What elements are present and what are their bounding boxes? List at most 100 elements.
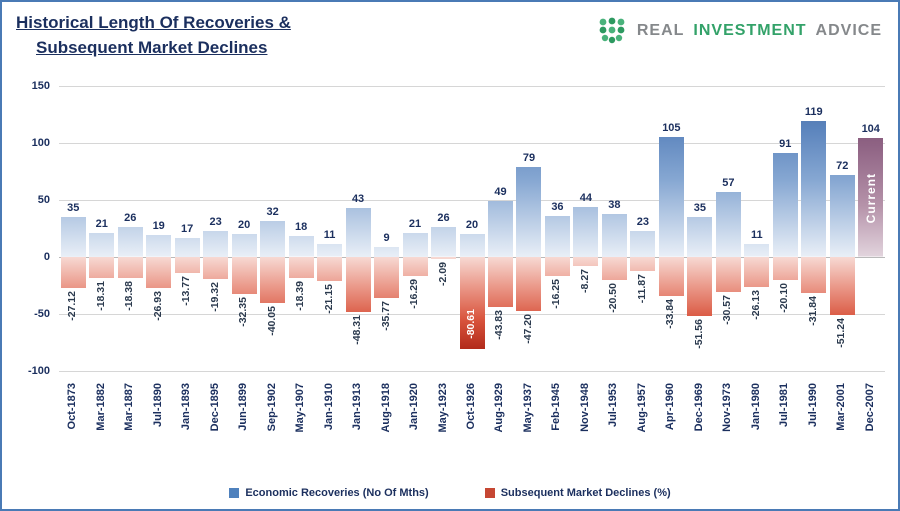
- bar-recovery: [117, 227, 143, 257]
- x-axis-label: Dec-1969: [692, 383, 705, 432]
- gridline: [59, 200, 885, 201]
- x-axis-label: Aug-1918: [379, 383, 392, 433]
- value-label-decline: -51.56: [692, 318, 705, 349]
- gridline: [59, 143, 885, 144]
- value-label-decline: -19.32: [208, 282, 221, 312]
- bar-decline: [402, 257, 428, 276]
- x-axis-label: Mar-1887: [123, 383, 136, 431]
- y-tick-label: -50: [34, 308, 50, 320]
- x-axis-label: Feb-1945: [550, 383, 563, 431]
- x-axis-label: Aug-1929: [493, 383, 506, 433]
- bar-recovery: [174, 237, 200, 257]
- value-label-recovery: 26: [437, 212, 450, 225]
- value-label-decline: -47.20: [521, 313, 534, 344]
- value-label-recovery: 9: [383, 231, 390, 244]
- bar-decline: [459, 257, 485, 349]
- value-label-decline: -33.84: [664, 298, 677, 329]
- value-label-recovery: 21: [408, 218, 422, 231]
- legend-item-recoveries: Economic Recoveries (No Of Mths): [229, 487, 429, 499]
- value-label-recovery: 35: [693, 202, 706, 215]
- value-label-decline: -30.57: [721, 294, 734, 325]
- value-label-recovery: 44: [579, 191, 593, 204]
- value-label-recovery: 11: [750, 229, 763, 242]
- value-label-decline: -48.31: [351, 315, 364, 345]
- bar-decline: [829, 257, 855, 316]
- value-label-recovery: 72: [836, 159, 849, 172]
- bar-decline: [260, 257, 286, 303]
- value-label-decline: -11.87: [635, 273, 648, 303]
- value-label-recovery: 11: [323, 229, 336, 242]
- value-label-recovery: 57: [722, 177, 735, 190]
- x-axis-label: Oct-1873: [66, 383, 79, 430]
- chart-title: Historical Length Of Recoveries & Subseq…: [16, 10, 291, 60]
- value-label-recovery: 104: [861, 123, 880, 136]
- x-axis-label: Jul-1953: [607, 383, 620, 428]
- bar-recovery: [573, 206, 599, 257]
- logo-word-investment: INVESTMENT: [693, 22, 807, 39]
- value-label-decline: -80.61: [465, 308, 477, 339]
- bar-recovery: [317, 244, 343, 257]
- value-label-recovery: 32: [266, 205, 279, 218]
- bar-recovery: [345, 207, 371, 257]
- value-label-decline: -18.31: [94, 280, 107, 311]
- logo-word-advice: ADVICE: [815, 22, 882, 39]
- value-label-decline: -8.27: [578, 269, 591, 294]
- bar-recovery: [801, 121, 827, 257]
- x-axis-label: Jan-1980: [749, 383, 762, 431]
- x-axis-label: Mar-2001: [835, 383, 848, 431]
- value-label-recovery: 26: [124, 212, 137, 225]
- x-axis-label: Nov-1948: [578, 383, 591, 432]
- x-axis-label: May-1907: [294, 383, 307, 433]
- value-label-recovery: 20: [465, 219, 479, 232]
- x-axis-label: Dec-2007: [863, 383, 876, 432]
- value-label-recovery: 79: [522, 151, 536, 164]
- value-label-recovery: 105: [662, 122, 681, 135]
- x-axis-label: Apr-1960: [664, 383, 677, 431]
- value-label-recovery: 21: [95, 218, 108, 231]
- bar-recovery: [260, 220, 286, 257]
- bar-recovery: [487, 201, 513, 257]
- gridline: [59, 86, 885, 87]
- x-axis-label: Jul-1990: [806, 383, 819, 428]
- x-axis-label: Mar-1882: [94, 383, 107, 431]
- bar-decline: [60, 257, 86, 288]
- value-label-recovery: 91: [779, 138, 792, 151]
- bar-recovery: [658, 137, 684, 257]
- bar-recovery: [203, 230, 229, 257]
- bar-recovery: [601, 213, 627, 257]
- x-axis-label: Jul-1981: [778, 383, 791, 428]
- bar-decline: [715, 257, 741, 292]
- value-label-decline: -16.25: [550, 278, 563, 309]
- value-label-decline: -31.84: [806, 296, 819, 327]
- y-tick-label: 50: [37, 194, 50, 206]
- y-tick-label: -100: [27, 365, 50, 377]
- chart-title-line2: Subsequent Market Declines: [36, 38, 268, 57]
- bar-recovery: [431, 227, 457, 257]
- value-label-decline: -27.12: [66, 290, 79, 321]
- x-axis-label: Nov-1973: [721, 383, 734, 432]
- x-axis-label: May-1937: [521, 383, 534, 433]
- bar-decline: [117, 257, 143, 278]
- value-label-recovery: 38: [608, 198, 621, 211]
- bar-recovery: [516, 166, 542, 257]
- value-label-decline: -13.77: [180, 275, 193, 306]
- y-tick-label: 0: [43, 251, 50, 263]
- bar-decline: [630, 257, 656, 271]
- value-label-decline: -20.10: [778, 282, 791, 313]
- gridline: [59, 371, 885, 372]
- bar-current: Current: [858, 138, 884, 257]
- x-axis-label: Sep-1902: [265, 383, 278, 432]
- value-label-decline: -20.50: [607, 283, 620, 314]
- bar-recovery: [687, 217, 713, 257]
- legend-label-declines: Subsequent Market Declines (%): [500, 487, 671, 499]
- value-label-recovery: 23: [209, 215, 222, 228]
- y-axis: 150 100 50 0 -50 -100: [2, 80, 52, 377]
- bar-decline: [174, 257, 200, 273]
- bar-recovery: [146, 235, 172, 257]
- bar-decline: [374, 257, 400, 298]
- bar-decline: [487, 257, 513, 307]
- value-label-recovery: 35: [67, 202, 80, 215]
- brand-logo: REAL INVESTMENT ADVICE: [596, 16, 882, 46]
- bar-decline: [544, 257, 570, 276]
